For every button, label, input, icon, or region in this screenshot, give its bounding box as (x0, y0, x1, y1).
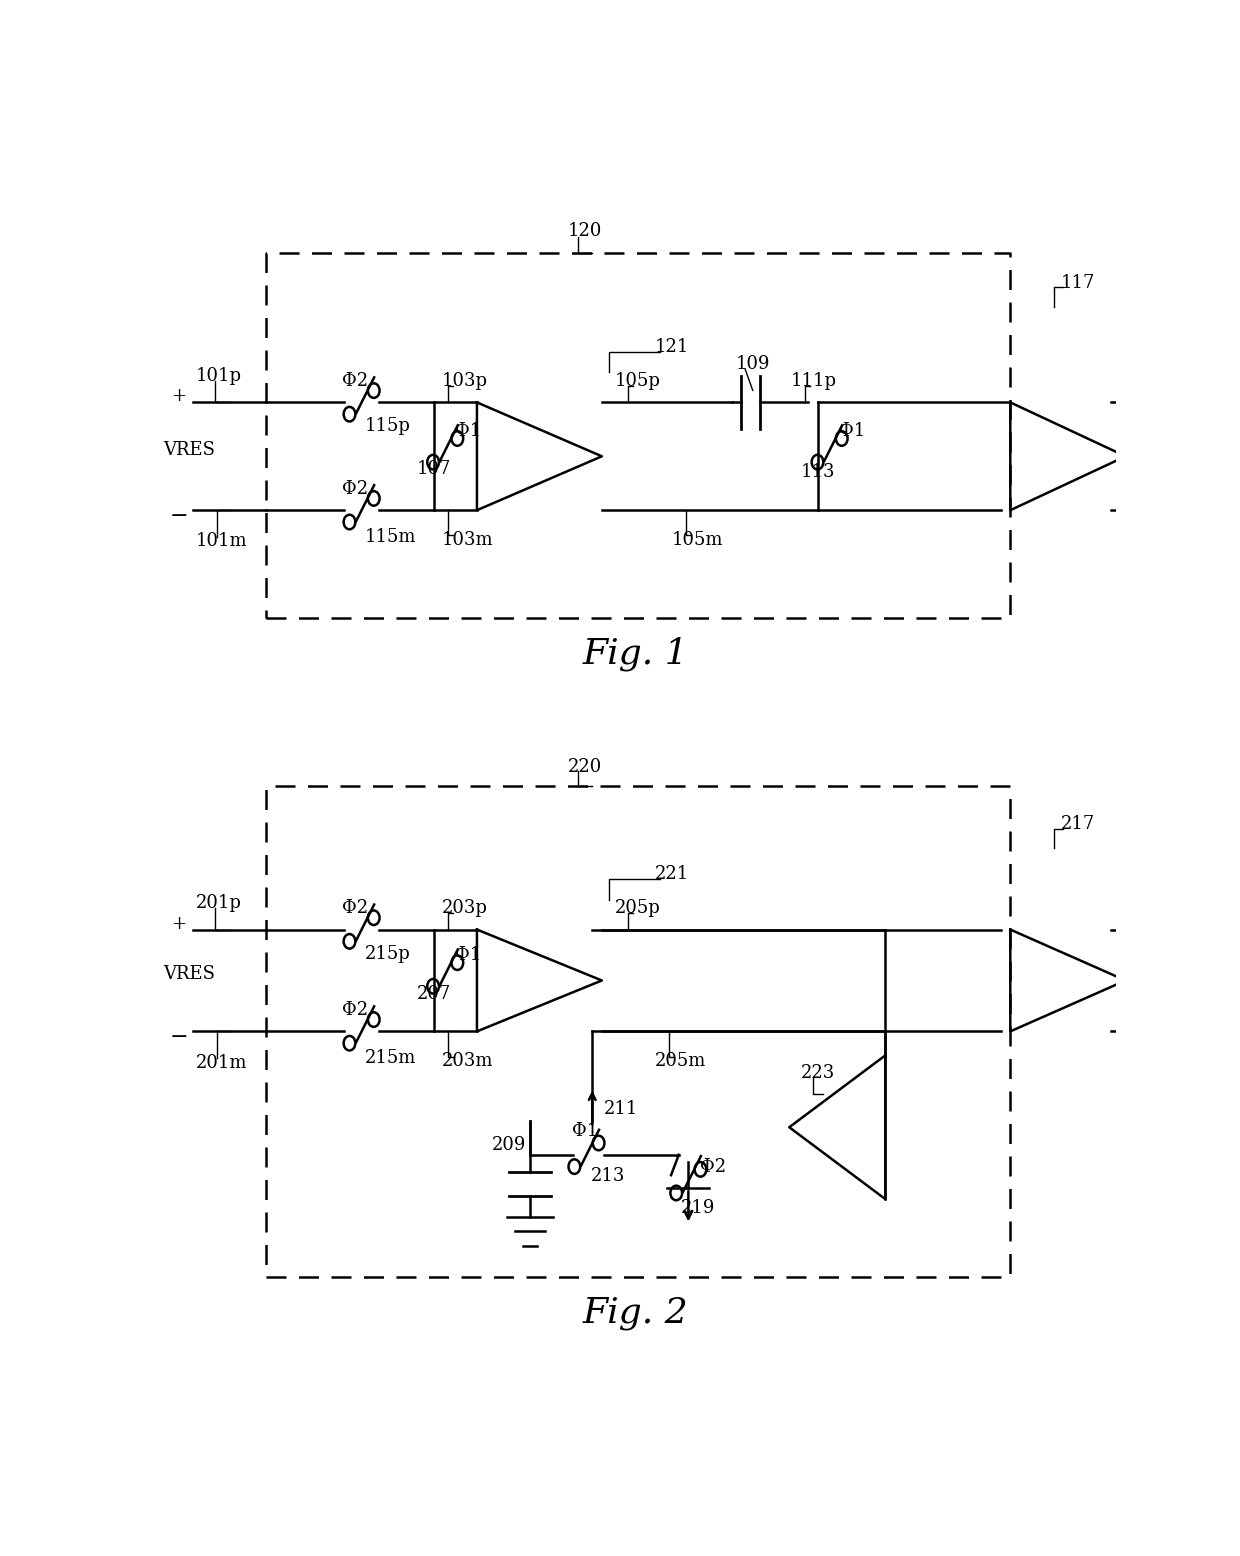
Text: 105m: 105m (672, 531, 723, 549)
Text: 211: 211 (604, 1100, 639, 1119)
Text: 113: 113 (801, 462, 836, 481)
Text: 219: 219 (681, 1198, 715, 1217)
Text: Φ2: Φ2 (699, 1158, 725, 1176)
Text: 201p: 201p (196, 895, 242, 912)
Text: 121: 121 (655, 338, 689, 356)
Text: −: − (170, 1027, 188, 1049)
Text: Φ2: Φ2 (342, 372, 368, 391)
Text: 103m: 103m (441, 531, 494, 549)
Text: 205p: 205p (614, 899, 660, 916)
Text: 217: 217 (1061, 815, 1095, 832)
Text: Φ1: Φ1 (839, 422, 866, 440)
Text: 215m: 215m (365, 1049, 415, 1067)
Text: 205m: 205m (655, 1052, 706, 1071)
Text: 203p: 203p (441, 899, 487, 916)
Text: 117: 117 (1061, 274, 1096, 291)
Text: Fig. 1: Fig. 1 (583, 636, 688, 671)
Text: 105p: 105p (614, 372, 660, 391)
Text: Φ2: Φ2 (342, 479, 368, 498)
Text: 215p: 215p (365, 944, 410, 963)
Text: Φ2: Φ2 (342, 899, 368, 916)
Text: 115m: 115m (365, 527, 415, 546)
Text: Φ1: Φ1 (572, 1122, 599, 1141)
Text: 115p: 115p (365, 417, 410, 436)
Text: 109: 109 (735, 355, 770, 373)
Text: 207: 207 (417, 985, 450, 1002)
Text: 101p: 101p (196, 367, 242, 384)
Text: 111p: 111p (791, 372, 837, 391)
Text: 103p: 103p (441, 372, 487, 391)
Text: 201m: 201m (196, 1053, 247, 1072)
Text: VRES: VRES (162, 442, 215, 459)
Text: 107: 107 (417, 461, 451, 479)
Text: 223: 223 (801, 1064, 835, 1083)
Text: 213: 213 (590, 1167, 625, 1186)
Text: 209: 209 (491, 1136, 526, 1155)
Text: 220: 220 (568, 758, 603, 775)
Text: Φ1: Φ1 (455, 422, 481, 440)
Text: Fig. 2: Fig. 2 (583, 1296, 688, 1330)
Text: −: − (170, 506, 188, 527)
Text: Φ2: Φ2 (342, 1001, 368, 1019)
Text: 203m: 203m (441, 1052, 492, 1071)
Text: Φ1: Φ1 (455, 946, 481, 965)
Text: +: + (171, 387, 186, 406)
Text: VRES: VRES (162, 965, 215, 983)
Text: 101m: 101m (196, 532, 247, 551)
Text: +: + (171, 915, 186, 932)
Text: 221: 221 (655, 865, 689, 884)
Text: 120: 120 (568, 223, 603, 240)
